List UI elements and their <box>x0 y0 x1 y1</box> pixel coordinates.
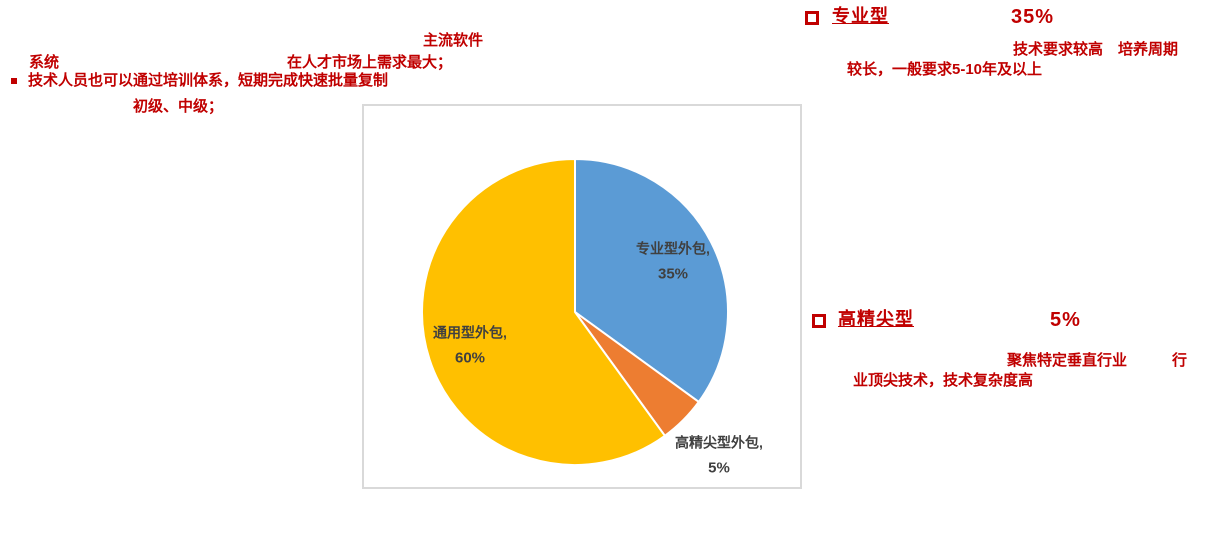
pie-slice-专业型外包 <box>574 158 729 403</box>
section-desc1-highend: 聚焦特定垂直行业 行 <box>1007 352 1188 369</box>
section-value-professional: 35% <box>1011 6 1055 28</box>
pie-slice-通用型外包 <box>421 158 666 466</box>
annotation-system: 系统 <box>29 54 60 71</box>
section-title-professional: 专业型 <box>832 6 889 26</box>
pie-chart <box>421 158 729 466</box>
section-desc2-professional: 较长，一般要求5-10年及以上 <box>847 61 1043 78</box>
pie-label-专业型外包: 专业型外包, 35% <box>636 240 710 283</box>
annotation-levels: 初级、中级； <box>133 98 224 115</box>
pie-label-通用型外包: 通用型外包, 60% <box>433 324 507 367</box>
section-square-bullet-icon <box>812 314 826 328</box>
pie-chart-box: 专业型外包, 35% 高精尖型外包, 5% 通用型外包, 60% <box>362 104 802 489</box>
annotation-market-demand: 在人才市场上需求最大； <box>287 54 453 71</box>
annotation-training: 技术人员也可以通过培训体系，短期完成快速批量复制 <box>28 72 389 89</box>
pie-label-高精尖型外包: 高精尖型外包, 5% <box>675 434 763 477</box>
section-title-highend: 高精尖型 <box>838 309 914 329</box>
filled-square-bullet-icon <box>11 78 17 84</box>
section-desc1-professional: 技术要求较高 培养周期 <box>1013 41 1179 58</box>
section-value-highend: 5% <box>1050 309 1081 331</box>
annotation-mainstream-software: 主流软件 <box>423 32 484 49</box>
section-desc2-highend: 业顶尖技术，技术复杂度高 <box>853 372 1034 389</box>
section-square-bullet-icon <box>805 11 819 25</box>
